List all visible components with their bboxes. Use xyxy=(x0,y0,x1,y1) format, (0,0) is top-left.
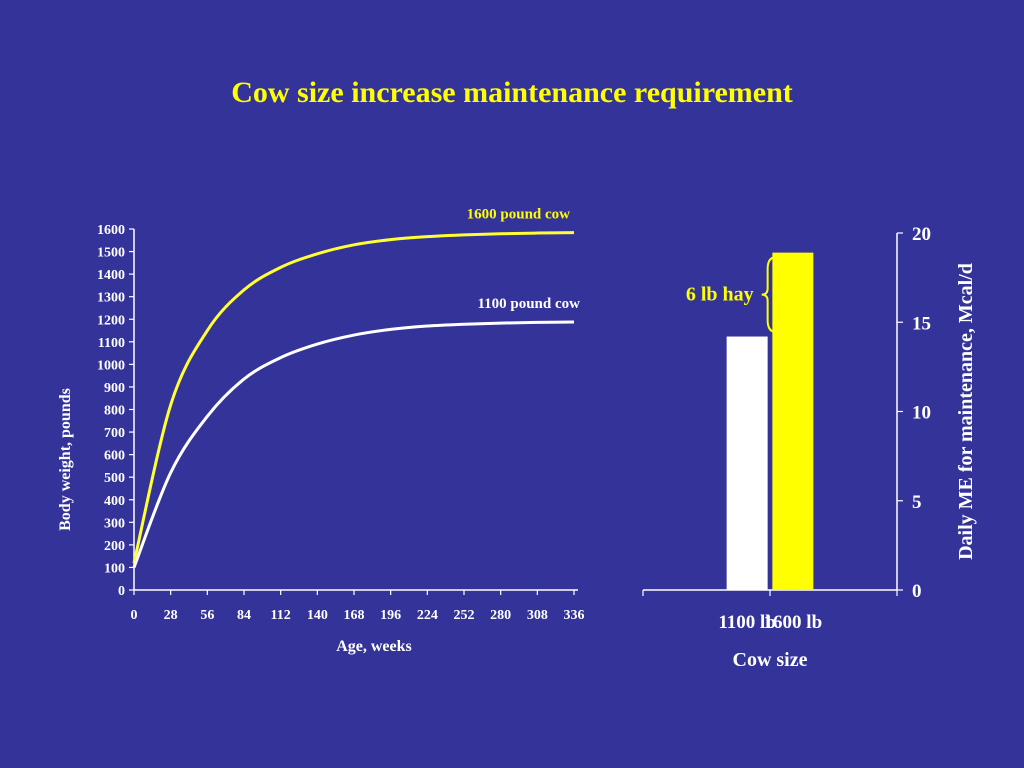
x-tick-label: 280 xyxy=(490,608,511,623)
y-tick-label: 1300 xyxy=(97,291,125,306)
bar-chart-y-label: Daily ME for maintenance, Mcal/d xyxy=(955,263,977,560)
x-tick-label: 84 xyxy=(237,608,251,623)
series-line-1600-pound-cow xyxy=(132,231,575,564)
y-tick-label: 200 xyxy=(104,539,125,554)
y-tick-label: 600 xyxy=(104,449,125,464)
y-tick-label: 100 xyxy=(104,561,125,576)
y-tick-label: 1200 xyxy=(97,313,125,328)
annotation-6-lb-hay: 6 lb hay xyxy=(686,284,754,306)
y-tick-label: 0 xyxy=(118,584,125,599)
bar-chart-x-label: Cow size xyxy=(733,649,808,671)
bar-y-tick-label: 15 xyxy=(912,313,931,334)
y-tick-label: 800 xyxy=(104,404,125,419)
series-line-1100-pound-cow xyxy=(132,320,575,568)
series-label-1100-pound-cow: 1100 pound cow xyxy=(477,296,580,312)
bar-y-tick-label: 5 xyxy=(912,492,922,513)
bar-category-label: 1100 lb xyxy=(718,612,776,633)
bar-y-tick-label: 20 xyxy=(912,224,931,245)
bar-category-label: 1600 lb xyxy=(764,612,823,633)
x-tick-label: 112 xyxy=(271,608,291,623)
y-tick-label: 1000 xyxy=(97,358,125,373)
series-label-1600-pound-cow: 1600 pound cow xyxy=(467,207,571,223)
y-tick-label: 1100 xyxy=(98,336,125,351)
line-chart-y-label: Body weight, pounds xyxy=(57,388,74,531)
x-tick-label: 224 xyxy=(417,608,438,623)
y-tick-label: 500 xyxy=(104,471,125,486)
y-tick-label: 700 xyxy=(104,426,125,441)
x-tick-label: 308 xyxy=(527,608,548,623)
bar-1100-lb xyxy=(726,336,768,590)
slide-title: Cow size increase maintenance requiremen… xyxy=(231,76,793,109)
y-tick-label: 1600 xyxy=(97,223,125,238)
bar-y-tick-label: 10 xyxy=(912,403,931,424)
y-tick-label: 900 xyxy=(104,381,125,396)
bar-chart-y-ticks: 0 5 10 15 20 xyxy=(897,224,931,602)
x-tick-label: 0 xyxy=(131,608,138,623)
x-tick-label: 140 xyxy=(307,608,328,623)
bar-chart-bars xyxy=(726,252,814,590)
line-chart-x-ticks: 0 28 56 84 112 140 168 196 224 252 280 308 336 xyxy=(131,590,585,623)
annotation-brace xyxy=(761,255,778,334)
line-chart-series xyxy=(132,231,575,568)
x-tick-label: 196 xyxy=(380,608,401,623)
x-tick-label: 336 xyxy=(564,608,585,623)
bar-1600-lb xyxy=(772,252,814,590)
x-tick-label: 28 xyxy=(164,608,178,623)
line-chart-y-ticks: 0 100 200 300 400 500 600 700 800 900 1000 1100 1200… xyxy=(97,223,134,599)
x-tick-label: 252 xyxy=(454,608,475,623)
line-chart-x-label: Age, weeks xyxy=(336,638,412,655)
bar-y-tick-label: 0 xyxy=(912,581,922,602)
y-tick-label: 400 xyxy=(104,494,125,509)
y-tick-label: 1500 xyxy=(97,246,125,261)
line-chart: 0 100 200 300 400 500 600 700 800 900 1000 1100 1200… xyxy=(57,207,585,655)
x-tick-label: 168 xyxy=(344,608,365,623)
y-tick-label: 300 xyxy=(104,516,125,531)
y-tick-label: 1400 xyxy=(97,268,125,283)
x-tick-label: 56 xyxy=(200,608,214,623)
